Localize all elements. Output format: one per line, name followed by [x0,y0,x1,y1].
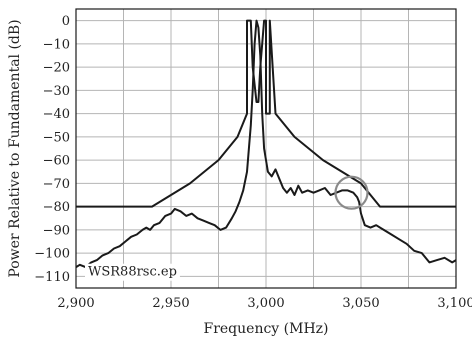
y-tick-label: −10 [43,37,70,52]
y-tick-label: −100 [34,247,70,262]
y-tick-label: −110 [34,270,70,285]
y-tick-label: 0 [62,14,70,29]
y-tick-label: −90 [43,223,70,238]
x-tick-label: 3,050 [342,296,379,311]
annotations: WSR88rsc.ep [85,175,369,281]
annotation-background [85,263,180,281]
y-tick-label: −70 [43,177,70,192]
plot-frame [75,8,457,289]
x-tick-label: 3,100 [437,296,472,311]
x-tick-label: 2,950 [152,296,189,311]
y-tick-label: −80 [43,200,70,215]
y-tick-label: −50 [43,130,70,145]
x-axis-label: Frequency (MHz) [203,321,328,337]
highlight-circle [334,175,369,210]
annotation-label: WSR88rsc.ep [88,265,177,280]
y-tick-labels: 0 −10 −20 −30 −40 −50 −60 −70 −80 −90 −100 −110 [34,14,70,285]
y-tick-label: −30 [43,84,70,99]
series-lines [75,19,457,269]
x-tick-label: 2,900 [57,296,94,311]
series-line-2 [75,19,457,269]
y-tick-label: −40 [43,107,70,122]
y-tick-label: −20 [43,61,70,76]
y-axis-label: Power Relative to Fundamental (dB) [7,19,23,277]
y-tick-label: −60 [43,154,70,169]
x-tick-label: 3,000 [247,296,284,311]
x-tick-labels: 2,900 2,950 3,000 3,050 3,100 [57,296,472,311]
